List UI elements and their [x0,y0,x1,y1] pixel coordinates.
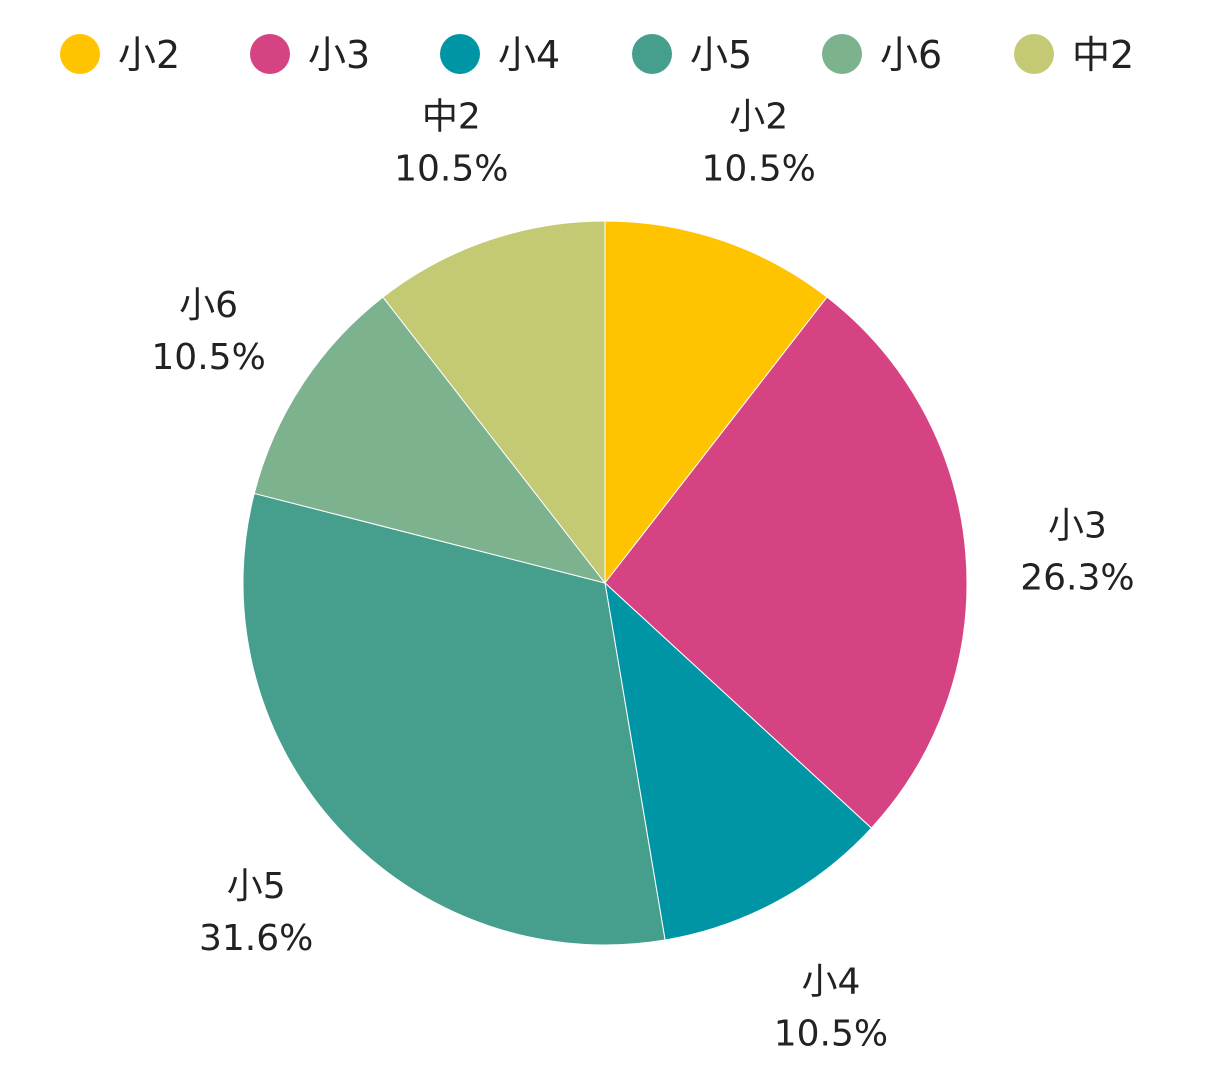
slice-category-label-3: 小4 [801,962,860,1003]
pie-slice-6 [382,220,606,585]
pie-slice-1 [604,220,828,585]
legend: 小2 小3 小4 小5 小6 中2 [60,33,1134,77]
legend-label-3: 小4 [498,33,560,77]
pie-slices [242,220,968,946]
slice-value-label-6: 10.5% [394,149,508,190]
slice-value-label-3: 10.5% [774,1014,888,1055]
slice-category-label-1: 小2 [729,97,788,138]
legend-swatch-5 [822,34,862,74]
legend-label-2: 小3 [308,33,370,77]
slice-category-label-5: 小6 [179,285,238,326]
slice-value-label-5: 10.5% [151,337,265,378]
legend-label-1: 小2 [118,33,180,77]
slice-category-label-4: 小5 [227,866,286,907]
legend-label-5: 小6 [880,33,942,77]
legend-label-4: 小5 [690,33,752,77]
slice-labels: 小2 10.5% 小3 26.3% 小4 10.5% 小5 31.6% 小6 10.5% 中2 10.… [151,97,1134,1055]
legend-label-6: 中2 [1072,33,1134,77]
legend-swatch-1 [60,34,100,74]
slice-value-label-4: 31.6% [199,918,313,959]
legend-swatch-3 [440,34,480,74]
slice-category-label-2: 小3 [1048,506,1107,547]
legend-swatch-6 [1014,34,1054,74]
slice-value-label-2: 26.3% [1020,558,1134,599]
slice-category-label-6: 中2 [422,97,481,138]
pie-slice-3 [604,581,873,941]
pie-slice-5 [253,296,607,584]
legend-swatch-2 [250,34,290,74]
slice-value-label-1: 10.5% [702,149,816,190]
legend-swatch-4 [632,34,672,74]
pie-slice-2 [604,296,968,829]
pie-slice-4 [242,492,666,946]
